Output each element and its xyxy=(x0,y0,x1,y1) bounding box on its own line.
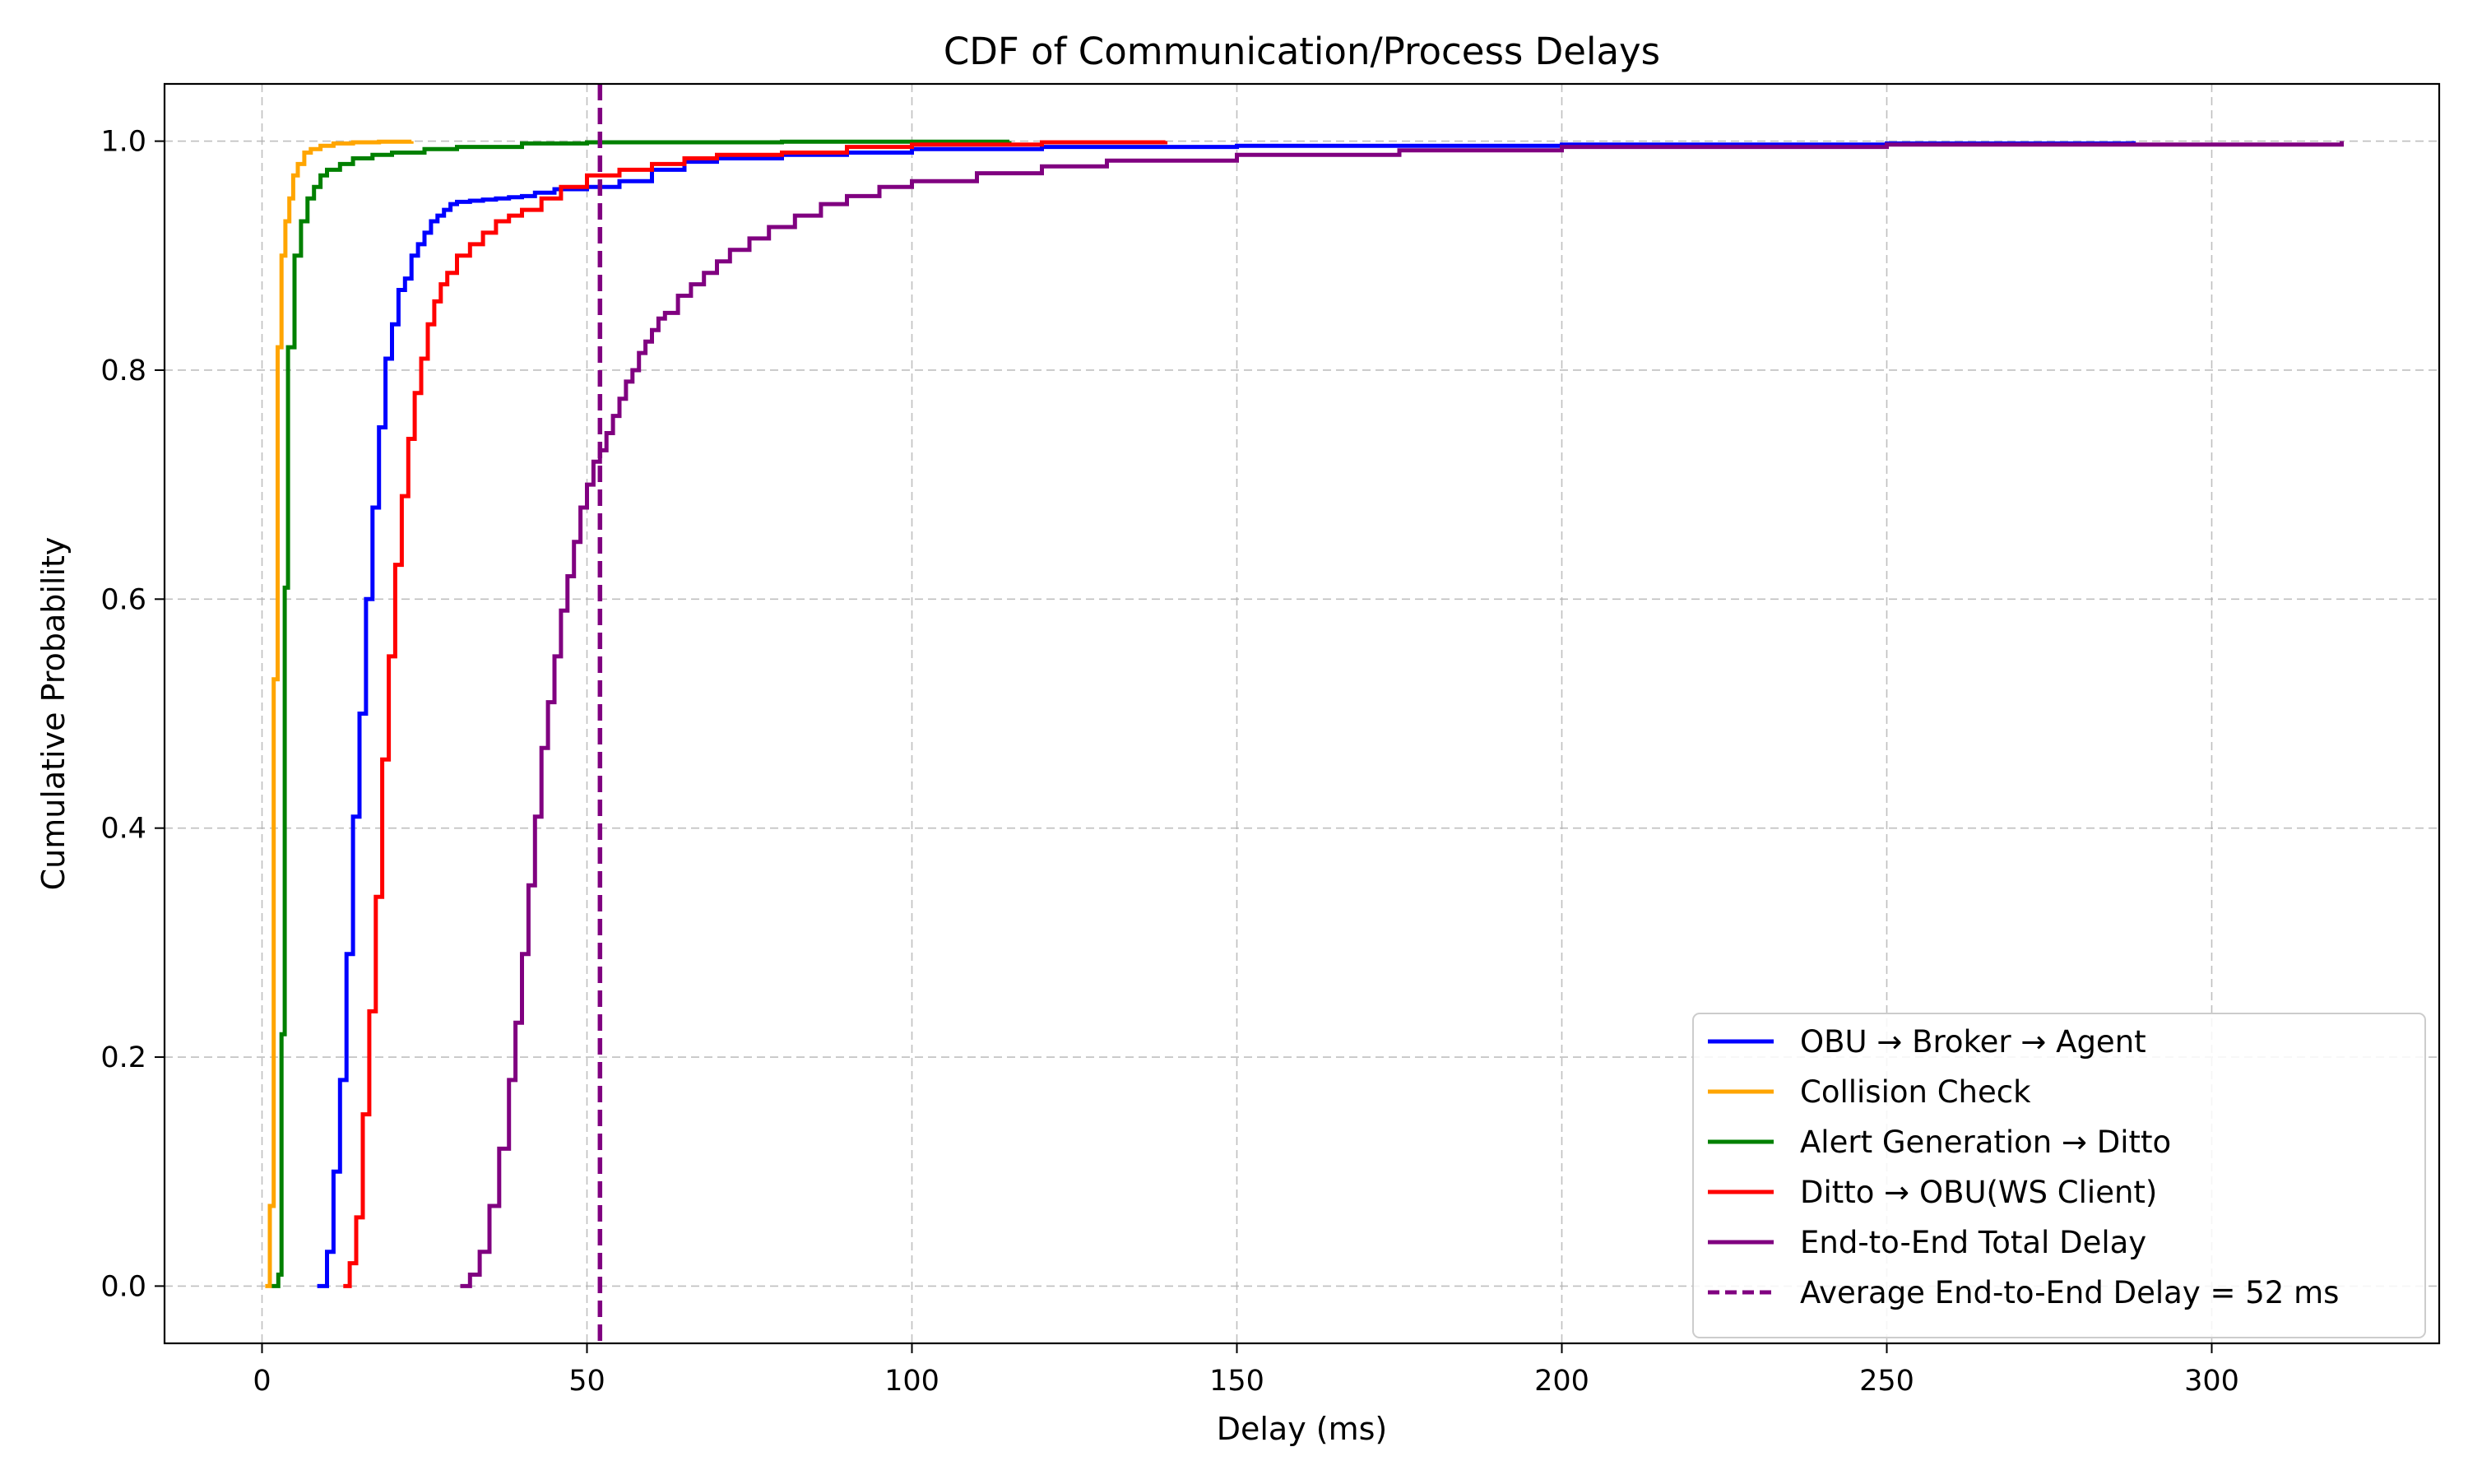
series-line-3 xyxy=(271,139,1012,1288)
x-tick-label: 50 xyxy=(568,1365,605,1398)
y-tick-label: 0.2 xyxy=(100,1041,146,1074)
legend-label-1: OBU → Broker → Agent xyxy=(1800,1024,2146,1060)
series-line-4 xyxy=(343,140,1168,1288)
x-tick-label: 100 xyxy=(884,1365,939,1398)
x-tick-label: 250 xyxy=(1859,1365,1914,1398)
series-group xyxy=(265,139,2344,1288)
legend: OBU → Broker → Agent Collision Check Alert… xyxy=(1692,1013,2426,1338)
legend-label-5: End-to-End Total Delay xyxy=(1800,1225,2146,1260)
legend-label-2: Collision Check xyxy=(1800,1074,2031,1110)
legend-label-4: Ditto → OBU(WS Client) xyxy=(1800,1175,2157,1210)
chart-title: CDF of Communication/Process Delays xyxy=(944,30,1660,73)
x-tick-label: 150 xyxy=(1209,1365,1264,1398)
y-tick-label: 0.6 xyxy=(100,583,146,616)
series-line-1 xyxy=(317,141,2136,1288)
x-axis-label: Delay (ms) xyxy=(1217,1411,1388,1447)
plot-area-frame xyxy=(163,82,2441,1345)
series-line-5 xyxy=(460,141,2344,1288)
y-tick-label: 0.0 xyxy=(100,1270,146,1303)
x-tick-label: 0 xyxy=(253,1365,271,1398)
x-tick-label: 300 xyxy=(2184,1365,2239,1398)
legend-label-3: Alert Generation → Ditto xyxy=(1800,1125,2171,1160)
legend-label-6: Average End-to-End Delay = 52 ms xyxy=(1800,1275,2339,1310)
y-tick-label: 1.0 xyxy=(100,126,146,159)
x-tick-label: 200 xyxy=(1534,1365,1589,1398)
y-tick-label: 0.8 xyxy=(100,355,146,387)
y-axis-label: Cumulative Probability xyxy=(35,537,72,891)
legend-box xyxy=(1692,1013,2426,1338)
series-line-2 xyxy=(265,139,414,1288)
y-tick-label: 0.4 xyxy=(100,813,146,846)
axis-ticks: 0 50 100 150 200 250 300 0.0 0.2 0.4 0.6 0.8 1.0 xyxy=(100,126,2239,1398)
